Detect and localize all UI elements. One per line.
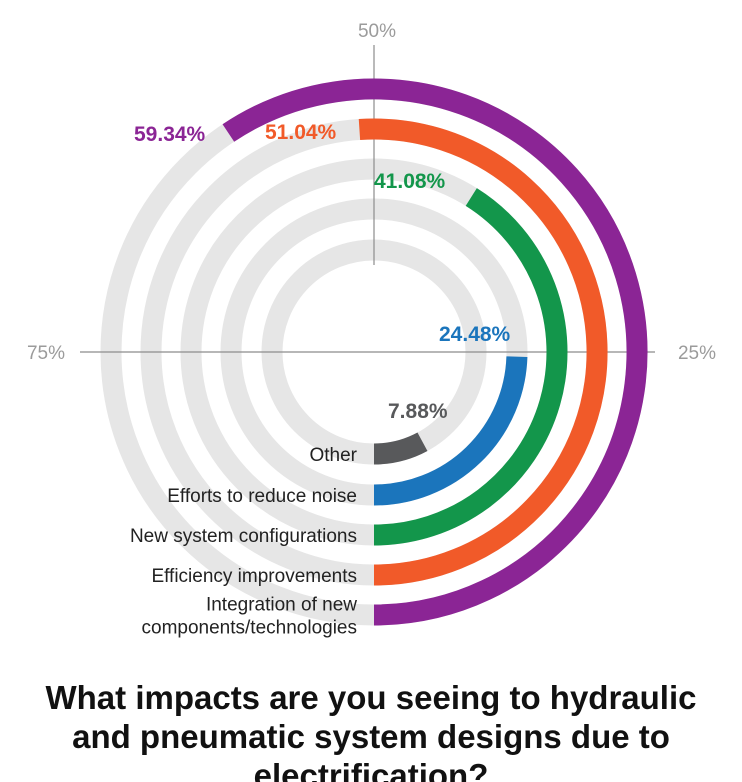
value-label-5: 7.88% [388,400,448,423]
category-label-2: Efficiency improvements [151,566,357,587]
bar-arc-1 [222,78,648,626]
axis-tick-label-25: 25% [678,343,716,364]
axis-tick-label-50: 50% [358,21,396,42]
value-label-2: 51.04% [265,121,337,144]
bar-arc-2 [358,118,608,586]
category-label-5: Other [309,445,357,466]
category-label-1-line-1: Integration of new [206,595,357,616]
value-label-3: 41.08% [374,170,446,193]
category-label-4: Efforts to reduce noise [167,486,357,507]
chart-title: What impacts are you seeing to hydraulic… [45,679,697,782]
category-label-3: New system configurations [130,526,357,547]
value-label-4: 24.48% [439,323,511,346]
bar-arc-5 [373,432,428,465]
axis-tick-label-75: 75% [27,343,65,364]
bar-arc-4 [373,356,528,506]
category-label-1-line-2: components/technologies [142,618,357,639]
value-label-1: 59.34% [134,123,206,146]
radial-bar-chart: 25% 50% 75% 59.34% 51.04% 41.08% 24.48% 7.88% In… [27,21,716,639]
bar-arc-3 [373,188,568,546]
